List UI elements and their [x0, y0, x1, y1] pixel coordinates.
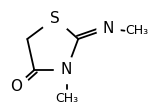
Text: S: S	[50, 11, 60, 26]
Text: N: N	[103, 21, 114, 36]
Text: CH₃: CH₃	[126, 24, 149, 37]
Text: O: O	[10, 79, 22, 94]
Text: CH₃: CH₃	[55, 92, 78, 105]
Text: N: N	[61, 62, 72, 78]
